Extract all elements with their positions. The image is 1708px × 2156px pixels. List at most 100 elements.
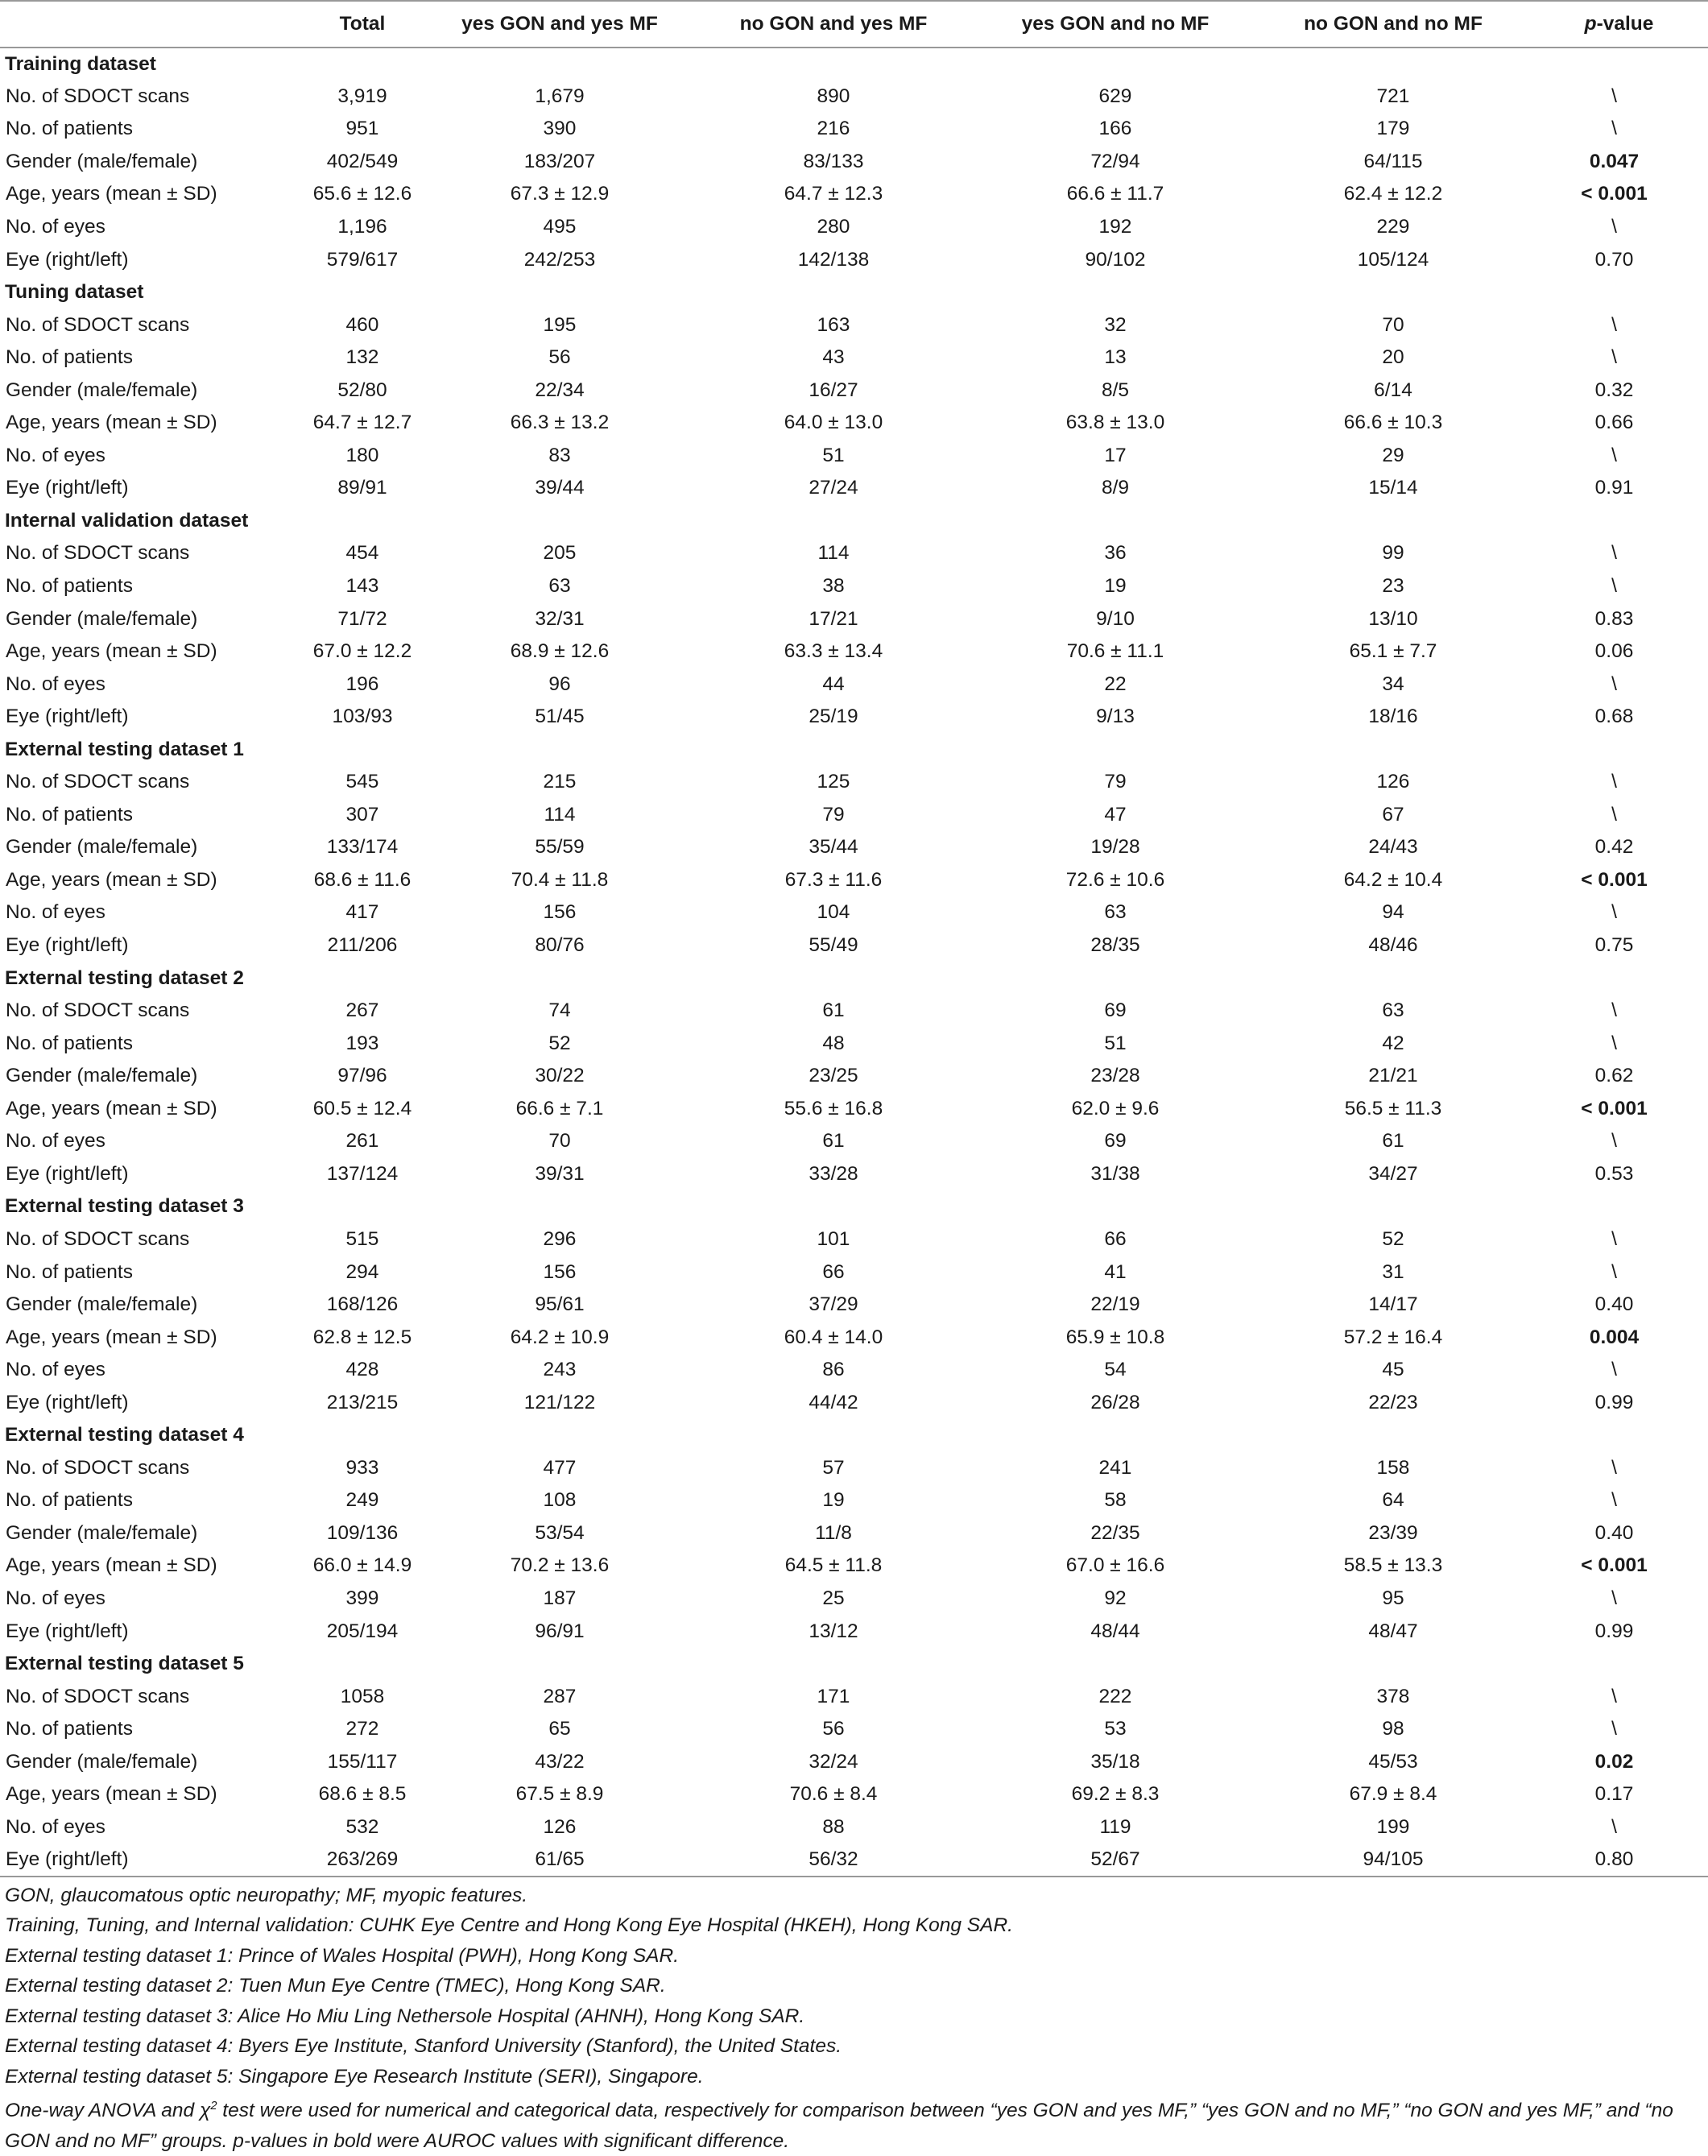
table-cell: 79 bbox=[1104, 771, 1127, 793]
p-value-cell: 0.53 bbox=[1594, 1162, 1634, 1185]
table-cell: 126 bbox=[1376, 771, 1410, 793]
section-title: Tuning dataset bbox=[5, 281, 144, 304]
table-cell: 133/174 bbox=[326, 836, 399, 859]
table-cell: 545 bbox=[345, 771, 379, 793]
table-cell: 378 bbox=[1376, 1685, 1410, 1707]
row-label: Eye (right/left) bbox=[6, 1162, 129, 1185]
footnote-line: External testing dataset 4: Byers Eye In… bbox=[5, 2035, 842, 2058]
table-cell: 80/76 bbox=[535, 934, 585, 957]
row-label: No. of patients bbox=[6, 575, 133, 598]
p-value-cell: \ bbox=[1611, 672, 1617, 695]
table-row: No. of patients 294 156 66 41 31 \ bbox=[0, 1256, 1708, 1289]
section-row: External testing dataset 2 bbox=[0, 962, 1708, 995]
row-label: No. of eyes bbox=[6, 1815, 105, 1838]
header-cell-label bbox=[0, 1, 298, 48]
table-cell: 114 bbox=[544, 803, 576, 826]
table-cell: 515 bbox=[345, 1227, 379, 1250]
table-cell: 229 bbox=[1376, 216, 1410, 238]
table-cell: 64.2 ± 10.4 bbox=[1343, 868, 1443, 891]
table-cell: 103/93 bbox=[332, 706, 393, 728]
table-cell: 48/46 bbox=[1368, 934, 1418, 957]
table-cell: 125 bbox=[817, 771, 850, 793]
table-row: Gender (male/female) 109/136 53/54 11/8 22/3… bbox=[0, 1517, 1708, 1550]
row-label: Gender (male/female) bbox=[6, 1293, 198, 1316]
table-cell: 94/105 bbox=[1363, 1848, 1424, 1870]
table-cell: 67.0 ± 12.2 bbox=[312, 640, 412, 663]
table-cell: 66 bbox=[822, 1260, 845, 1283]
table-cell: 187 bbox=[543, 1587, 577, 1609]
p-value-cell: \ bbox=[1611, 999, 1617, 1022]
table-cell: 56/32 bbox=[809, 1848, 858, 1870]
table-cell: 55/49 bbox=[809, 934, 858, 957]
table-row: Age, years (mean ± SD) 68.6 ± 8.5 67.5 ± 8… bbox=[0, 1778, 1708, 1811]
table-cell: 63.8 ± 13.0 bbox=[1065, 412, 1165, 434]
table-cell: 192 bbox=[1098, 216, 1132, 238]
table-cell: 241 bbox=[1098, 1456, 1132, 1479]
row-label: No. of eyes bbox=[6, 1587, 105, 1609]
table-cell: 42 bbox=[1382, 1032, 1404, 1054]
table-cell: 8/5 bbox=[1101, 379, 1130, 401]
table-cell: 48 bbox=[822, 1032, 845, 1054]
p-value-cell: \ bbox=[1611, 1130, 1617, 1152]
table-cell: 92 bbox=[1104, 1587, 1127, 1609]
table-cell: 163 bbox=[817, 313, 850, 336]
table-cell: 629 bbox=[1098, 85, 1132, 107]
row-label: No. of SDOCT scans bbox=[6, 85, 190, 107]
table-cell: 183/207 bbox=[523, 150, 596, 172]
table-cell: 108 bbox=[543, 1489, 577, 1512]
table-cell: 933 bbox=[345, 1456, 379, 1479]
p-value-cell: 0.99 bbox=[1594, 1620, 1634, 1642]
table-cell: 79 bbox=[822, 803, 845, 826]
table-cell: 19/28 bbox=[1090, 836, 1140, 859]
table-cell: 9/10 bbox=[1096, 607, 1135, 630]
p-value-cell: 0.70 bbox=[1594, 248, 1634, 271]
p-value-cell: < 0.001 bbox=[1581, 1554, 1648, 1577]
p-value-suffix: -value bbox=[1596, 13, 1654, 35]
table-cell: 67.9 ± 8.4 bbox=[1349, 1783, 1437, 1806]
table-cell: 21/21 bbox=[1368, 1065, 1418, 1087]
table-cell: 43 bbox=[822, 346, 845, 369]
table-cell: 56.5 ± 11.3 bbox=[1344, 1097, 1442, 1119]
table-cell: 19 bbox=[822, 1489, 845, 1512]
p-value-cell: \ bbox=[1611, 346, 1617, 369]
table-cell: 65.6 ± 12.6 bbox=[312, 183, 412, 205]
table-cell: 66 bbox=[1104, 1227, 1127, 1250]
table-cell: 109/136 bbox=[326, 1521, 399, 1544]
table-cell: 390 bbox=[543, 118, 577, 140]
table-cell: 296 bbox=[543, 1227, 577, 1250]
table-cell: 951 bbox=[345, 118, 379, 140]
row-label: No. of eyes bbox=[6, 901, 105, 924]
table-cell: 205 bbox=[543, 542, 577, 565]
table-row: No. of SDOCT scans 3,919 1,679 890 629 721 \ bbox=[0, 81, 1708, 114]
table-cell: 70 bbox=[1382, 313, 1404, 336]
table-cell: 460 bbox=[345, 313, 379, 336]
table-cell: 399 bbox=[345, 1587, 379, 1609]
table-cell: 70.2 ± 13.6 bbox=[510, 1554, 610, 1577]
table-cell: 267 bbox=[345, 999, 379, 1022]
row-label: No. of eyes bbox=[6, 672, 105, 695]
table-cell: 119 bbox=[1099, 1815, 1131, 1838]
table-cell: 63 bbox=[1104, 901, 1127, 924]
table-cell: 69 bbox=[1104, 999, 1127, 1022]
table-cell: 15/14 bbox=[1368, 477, 1418, 499]
row-label: Age, years (mean ± SD) bbox=[6, 183, 217, 205]
table-header: Total yes GON and yes MF no GON and yes … bbox=[0, 1, 1708, 48]
table-row: No. of patients 132 56 43 13 20 \ bbox=[0, 341, 1708, 375]
table-row: No. of eyes 180 83 51 17 29 \ bbox=[0, 440, 1708, 473]
table-row: Age, years (mean ± SD) 66.0 ± 14.9 70.2 ± … bbox=[0, 1550, 1708, 1583]
table-cell: 215 bbox=[543, 771, 577, 793]
table-cell: 48/44 bbox=[1090, 1620, 1140, 1642]
p-value-cell: \ bbox=[1611, 901, 1617, 924]
table-cell: 155/117 bbox=[327, 1750, 398, 1773]
table-cell: 1058 bbox=[340, 1685, 385, 1707]
table-cell: 70.4 ± 11.8 bbox=[511, 868, 609, 891]
table-cell: 287 bbox=[543, 1685, 577, 1707]
table-cell: 39/31 bbox=[535, 1162, 585, 1185]
table-cell: 23/28 bbox=[1090, 1065, 1140, 1087]
row-label: Age, years (mean ± SD) bbox=[6, 1097, 217, 1119]
table-cell: 32/24 bbox=[809, 1750, 858, 1773]
row-label: Age, years (mean ± SD) bbox=[6, 1783, 217, 1806]
table-cell: 18/16 bbox=[1368, 706, 1418, 728]
row-label: No. of eyes bbox=[6, 216, 105, 238]
table-cell: 95 bbox=[1382, 1587, 1404, 1609]
